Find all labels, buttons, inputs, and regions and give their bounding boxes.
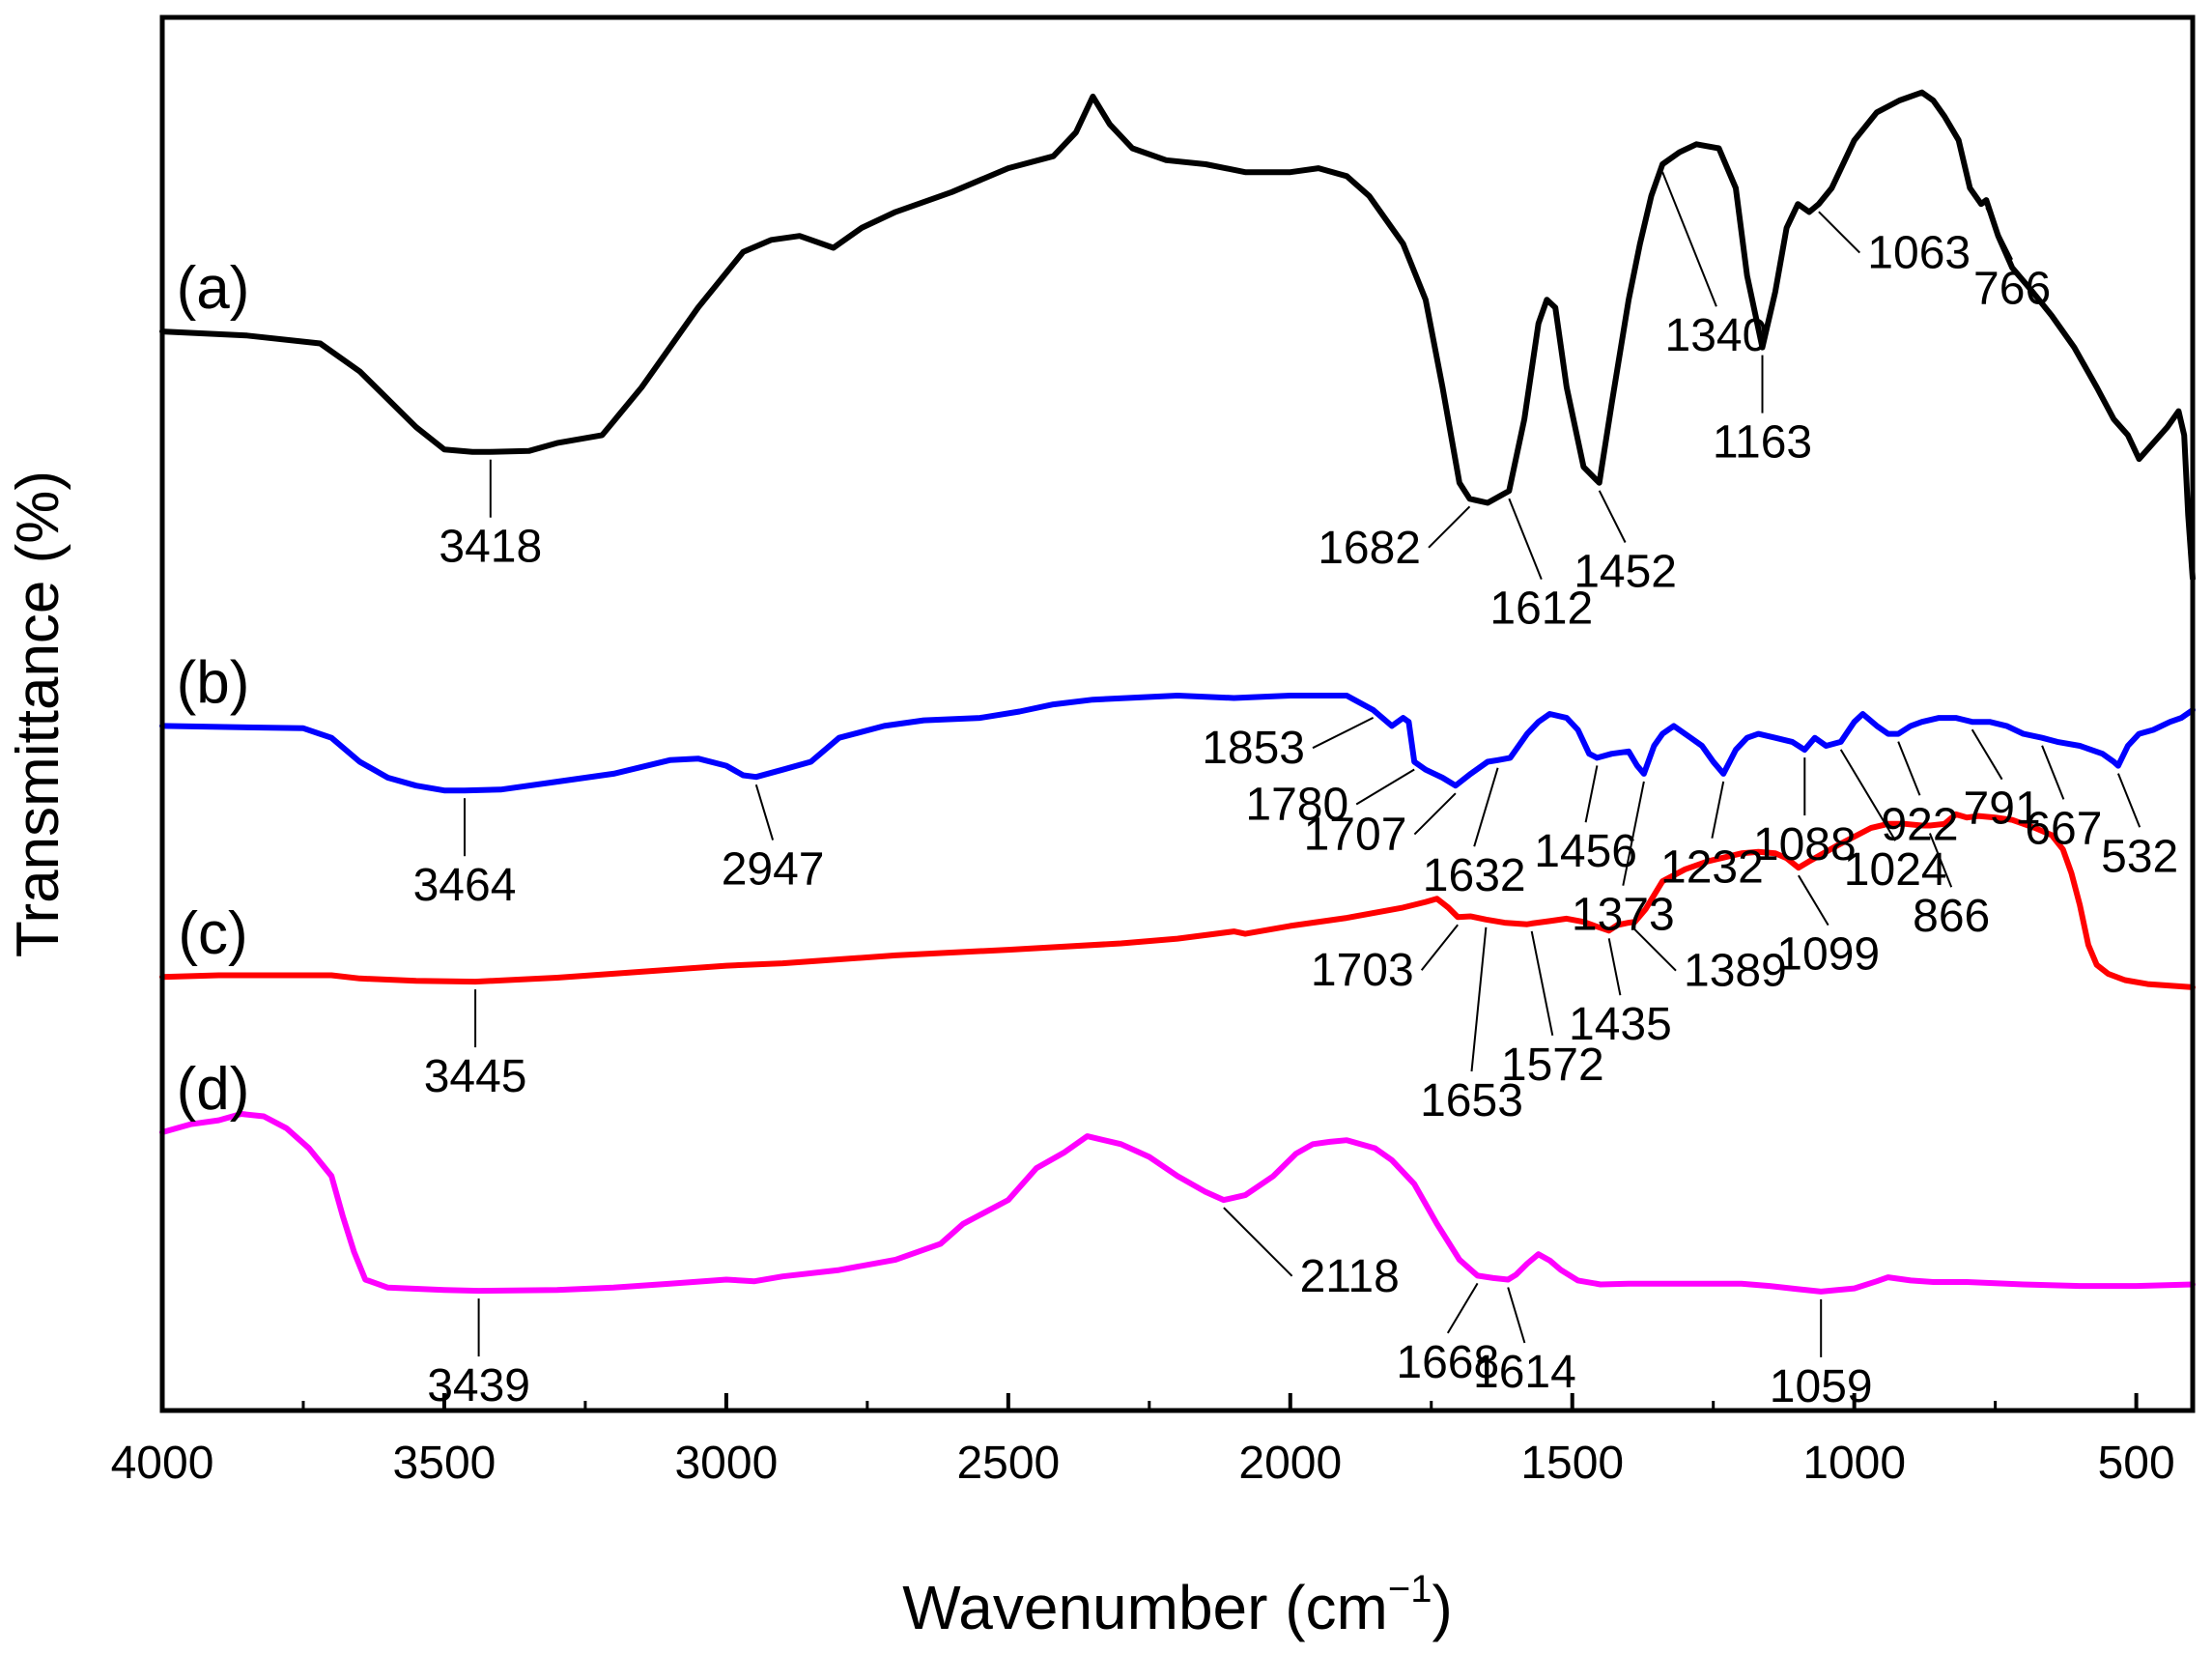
x-tick-label: 1500 bbox=[1520, 1438, 1624, 1489]
series-label-d: (d) bbox=[177, 1056, 250, 1123]
x-axis: 4000 3500 3000 2500 2000 1500 1000 500 bbox=[111, 1393, 2175, 1489]
peak-label: 866 bbox=[1913, 891, 1990, 942]
x-tick-label: 2500 bbox=[956, 1438, 1060, 1489]
peak-label: 922 bbox=[1881, 799, 1958, 850]
peak-leader-line bbox=[1413, 792, 1457, 836]
peak-leader-line bbox=[1223, 1207, 1293, 1277]
x-axis-label-superscript: −1 bbox=[1388, 1568, 1432, 1610]
peak-label: 1232 bbox=[1660, 842, 1764, 894]
x-tick-label: 2000 bbox=[1238, 1438, 1342, 1489]
peak-label: 1780 bbox=[1245, 780, 1348, 831]
peak-leader-line bbox=[1473, 767, 1499, 847]
peak-leader-line bbox=[1985, 207, 2013, 261]
peak-label: 1612 bbox=[1489, 584, 1593, 635]
peak-label: 1024 bbox=[1844, 844, 1947, 896]
peak-label: 667 bbox=[2025, 803, 2102, 854]
peak-label: 1632 bbox=[1423, 850, 1526, 901]
peak-leader-line bbox=[1928, 833, 1953, 888]
x-tick-label: 3500 bbox=[393, 1438, 496, 1489]
peak-leader-line bbox=[1661, 171, 1717, 307]
x-axis-label-main: Wavenumber (cm bbox=[902, 1573, 1388, 1642]
peak-leader-line bbox=[1818, 211, 1861, 254]
peak-leader-line bbox=[2116, 773, 2141, 828]
series-label-c: (c) bbox=[178, 900, 247, 967]
peak-leader-line bbox=[1446, 1282, 1479, 1334]
series-label-a: (a) bbox=[177, 255, 250, 322]
peak-leader-line bbox=[1470, 926, 1488, 1072]
peak-leader-line bbox=[1711, 781, 1725, 839]
peak-leader-line bbox=[1971, 728, 2003, 781]
peak-leader-line bbox=[1420, 924, 1459, 971]
x-axis-label: Wavenumber (cm−1) bbox=[902, 1568, 1453, 1642]
peak-label: 1456 bbox=[1534, 826, 1637, 877]
x-tick-label: 500 bbox=[2098, 1438, 2175, 1489]
peak-label: 1572 bbox=[1501, 1040, 1604, 1091]
peak-label: 1853 bbox=[1202, 723, 1305, 774]
peak-label: 1668 bbox=[1396, 1337, 1499, 1388]
peak-label: 1063 bbox=[1867, 228, 1971, 279]
peak-leader-line bbox=[1428, 505, 1471, 549]
peak-leader-line bbox=[1507, 1287, 1526, 1344]
peak-leader-line bbox=[1312, 717, 1375, 750]
series-line-c bbox=[159, 811, 2196, 990]
peak-label: 1707 bbox=[1304, 810, 1407, 861]
plot-frame bbox=[159, 14, 2196, 1413]
peak-leader-line bbox=[1598, 490, 1627, 543]
series-line-b bbox=[159, 693, 2196, 794]
peak-label: 1163 bbox=[1713, 417, 1812, 469]
peak-leader-line bbox=[1607, 938, 1622, 996]
peak-leader-line bbox=[1839, 749, 1897, 841]
peak-label: 1682 bbox=[1318, 523, 1421, 574]
x-tick-label: 4000 bbox=[111, 1438, 214, 1489]
peak-label: 2947 bbox=[722, 844, 825, 896]
peak-label: 3464 bbox=[413, 860, 517, 911]
y-axis-label: Transmittance (%) bbox=[5, 470, 71, 957]
peak-label: 1373 bbox=[1572, 890, 1675, 941]
peak-leader-line bbox=[1897, 741, 1921, 796]
peak-label: 2118 bbox=[1300, 1251, 1400, 1302]
peak-label: 1653 bbox=[1420, 1075, 1523, 1126]
peak-label: 1059 bbox=[1770, 1361, 1873, 1412]
peak-label: 1099 bbox=[1776, 929, 1880, 981]
peak-label: 3418 bbox=[439, 522, 542, 573]
series-line-d bbox=[159, 1111, 2196, 1295]
peak-label: 1088 bbox=[1753, 819, 1857, 870]
peak-leader-line bbox=[754, 784, 775, 841]
peak-leader-line bbox=[1584, 765, 1599, 823]
series-line-a bbox=[159, 89, 2196, 582]
peak-leader-line bbox=[1633, 928, 1677, 972]
peak-label: 1452 bbox=[1574, 547, 1677, 598]
peak-leader-line bbox=[1355, 768, 1415, 806]
peak-leader-line bbox=[2041, 745, 2065, 800]
series-label-b: (b) bbox=[177, 649, 250, 716]
peak-label: 766 bbox=[1973, 264, 2051, 315]
x-tick-label: 1000 bbox=[1802, 1438, 1906, 1489]
peak-label: 1340 bbox=[1665, 310, 1769, 361]
peak-label: 1389 bbox=[1684, 946, 1787, 997]
x-axis-label-close: ) bbox=[1432, 1573, 1452, 1642]
peak-leader-line bbox=[1530, 930, 1554, 1036]
peak-label: 3445 bbox=[424, 1051, 527, 1102]
peak-label: 1435 bbox=[1569, 999, 1672, 1050]
peak-label: 532 bbox=[2101, 831, 2178, 882]
peak-leader-line bbox=[1798, 874, 1829, 926]
peak-leader-line bbox=[1508, 498, 1543, 580]
peak-leader-line bbox=[1622, 781, 1645, 886]
peak-label: 791 bbox=[1964, 784, 2041, 835]
peak-label: 1614 bbox=[1473, 1347, 1576, 1398]
x-tick-label: 3000 bbox=[674, 1438, 778, 1489]
peak-label: 1703 bbox=[1311, 945, 1414, 996]
